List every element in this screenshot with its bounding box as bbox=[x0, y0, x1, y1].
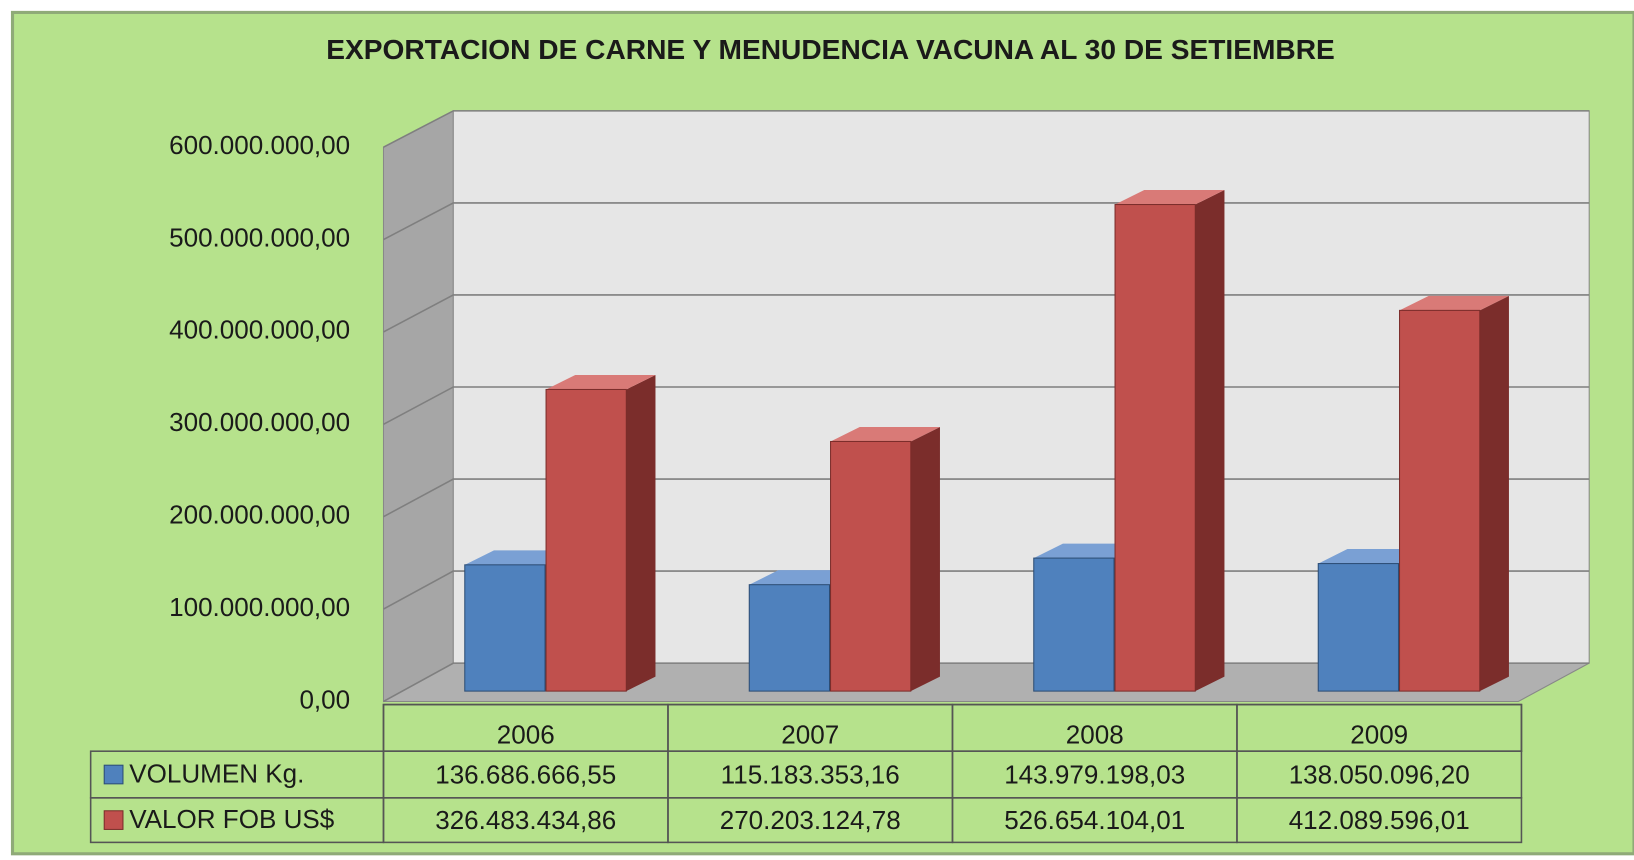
bar-side bbox=[1479, 295, 1509, 692]
bar bbox=[1033, 557, 1115, 692]
data-label: 326.483.434,86 bbox=[435, 805, 616, 835]
bar bbox=[830, 440, 912, 692]
bar-top bbox=[546, 374, 656, 390]
x-tick-label: 2006 bbox=[497, 720, 555, 750]
bar bbox=[1399, 309, 1481, 692]
bar bbox=[545, 388, 627, 692]
data-label: 526.654.104,01 bbox=[1004, 805, 1185, 835]
x-tick-label: 2008 bbox=[1066, 720, 1124, 750]
bar bbox=[1317, 563, 1400, 692]
data-label: 412.089.596,01 bbox=[1289, 805, 1470, 835]
y-tick-label: 500.000.000,00 bbox=[169, 222, 350, 252]
y-tick-label: 600.000.000,00 bbox=[169, 130, 350, 160]
chart-title: EXPORTACION DE CARNE Y MENUDENCIA VACUNA… bbox=[326, 34, 1335, 65]
bar-top bbox=[1115, 190, 1225, 205]
data-label: 143.979.198,03 bbox=[1004, 759, 1185, 789]
bar-side bbox=[626, 374, 656, 692]
data-label: 138.050.096,20 bbox=[1289, 759, 1470, 789]
legend-label: VOLUMEN Kg. bbox=[129, 758, 304, 788]
bar-side bbox=[910, 426, 940, 692]
bar-side bbox=[1195, 190, 1225, 692]
data-label: 115.183.353,16 bbox=[721, 759, 900, 789]
x-tick-label: 2007 bbox=[781, 720, 839, 750]
y-tick-label: 0,00 bbox=[299, 684, 350, 714]
y-tick-label: 300.000.000,00 bbox=[169, 407, 350, 437]
bar bbox=[748, 584, 831, 692]
legend-label: VALOR FOB US$ bbox=[129, 804, 335, 834]
legend-key bbox=[103, 764, 124, 785]
table-cell bbox=[1236, 797, 1523, 844]
x-tick-label: 2009 bbox=[1350, 720, 1408, 750]
y-tick-label: 400.000.000,00 bbox=[169, 315, 350, 345]
y-tick-label: 200.000.000,00 bbox=[169, 500, 350, 530]
data-label: 270.203.124,78 bbox=[720, 805, 901, 835]
bar bbox=[464, 564, 546, 692]
bar-top bbox=[830, 426, 940, 442]
y-tick-label: 100.000.000,00 bbox=[169, 592, 350, 622]
grid-line bbox=[383, 110, 1590, 148]
bar-top bbox=[1399, 295, 1509, 311]
data-label: 136.686.666,55 bbox=[435, 759, 616, 789]
legend-key bbox=[103, 810, 124, 830]
bar bbox=[1114, 204, 1196, 692]
